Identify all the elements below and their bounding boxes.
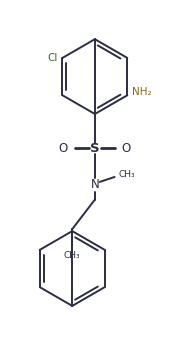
- Text: Cl: Cl: [47, 53, 58, 63]
- Text: CH₃: CH₃: [118, 169, 135, 178]
- Text: O: O: [122, 142, 131, 155]
- Text: N: N: [90, 178, 99, 191]
- Text: CH₃: CH₃: [64, 251, 80, 260]
- Text: S: S: [90, 142, 100, 155]
- Text: NH₂: NH₂: [132, 88, 152, 97]
- Text: O: O: [59, 142, 68, 155]
